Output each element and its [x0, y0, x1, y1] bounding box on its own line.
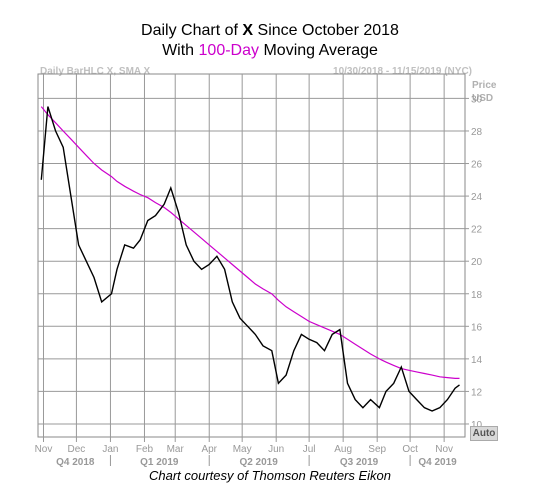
x-tick-label: Dec [68, 444, 86, 455]
quarter-label: Q3 2019 [340, 457, 379, 468]
y-tick-label: 24 [471, 192, 483, 203]
y-tick-label: 28 [471, 127, 483, 138]
quarter-label: Q1 2019 [140, 457, 179, 468]
auto-scale-button[interactable]: Auto [470, 426, 498, 441]
chart-credit: Chart courtesy of Thomson Reuters Eikon [148, 468, 392, 483]
x-tick-label: Nov [435, 444, 453, 455]
x-tick-label: Jan [102, 444, 118, 455]
y-tick-label: 16 [471, 322, 483, 333]
y-tick-label: 22 [471, 225, 483, 236]
x-tick-label: Sep [368, 444, 386, 455]
x-tick-label: May [233, 444, 252, 455]
y-tick-label: 30 [471, 94, 483, 105]
chart-header-date-range: 10/30/2018 - 11/15/2019 (NYC) [333, 66, 472, 77]
x-tick-label: Aug [334, 444, 352, 455]
title-ticker: X [242, 22, 254, 39]
y-tick-label: 26 [471, 160, 483, 171]
x-tick-label: Jun [268, 444, 284, 455]
x-tick-label: Apr [201, 444, 217, 455]
subtitle-text-a: With [162, 42, 199, 59]
quarter-label: Q2 2019 [239, 457, 278, 468]
sma-100-line [40, 106, 460, 379]
x-tick-label: Feb [136, 444, 154, 455]
currency-axis-label: USD [472, 93, 494, 104]
x-tick-label: Oct [402, 444, 418, 455]
chart-title-line2: With 100-Day Moving Average [0, 42, 540, 60]
x-tick-label: Mar [167, 444, 185, 455]
plot-frame [37, 73, 466, 438]
title-text-a: Daily Chart of [141, 22, 243, 39]
quarter-label: Q4 2018 [56, 457, 95, 468]
subtitle-sma-period: 100-Day [198, 42, 260, 59]
y-tick-label: 14 [471, 355, 483, 366]
y-tick-label: 20 [471, 257, 483, 268]
y-tick-label: 12 [471, 387, 483, 398]
chart-title-line1: Daily Chart of X Since October 2018 [0, 22, 540, 40]
title-text-c: Since October 2018 [253, 22, 399, 39]
x-tick-label: Nov [35, 444, 53, 455]
quarter-label: Q4 2019 [418, 457, 457, 468]
x-tick-label: Jul [303, 444, 316, 455]
chart-header-series: Daily BarHLC X, SMA X [40, 66, 151, 77]
y-tick-label: 10 [471, 420, 483, 431]
price-axis-label: Price [472, 80, 497, 91]
y-tick-label: 18 [471, 290, 483, 301]
subtitle-text-c: Moving Average [259, 42, 378, 59]
price-line [40, 106, 460, 412]
